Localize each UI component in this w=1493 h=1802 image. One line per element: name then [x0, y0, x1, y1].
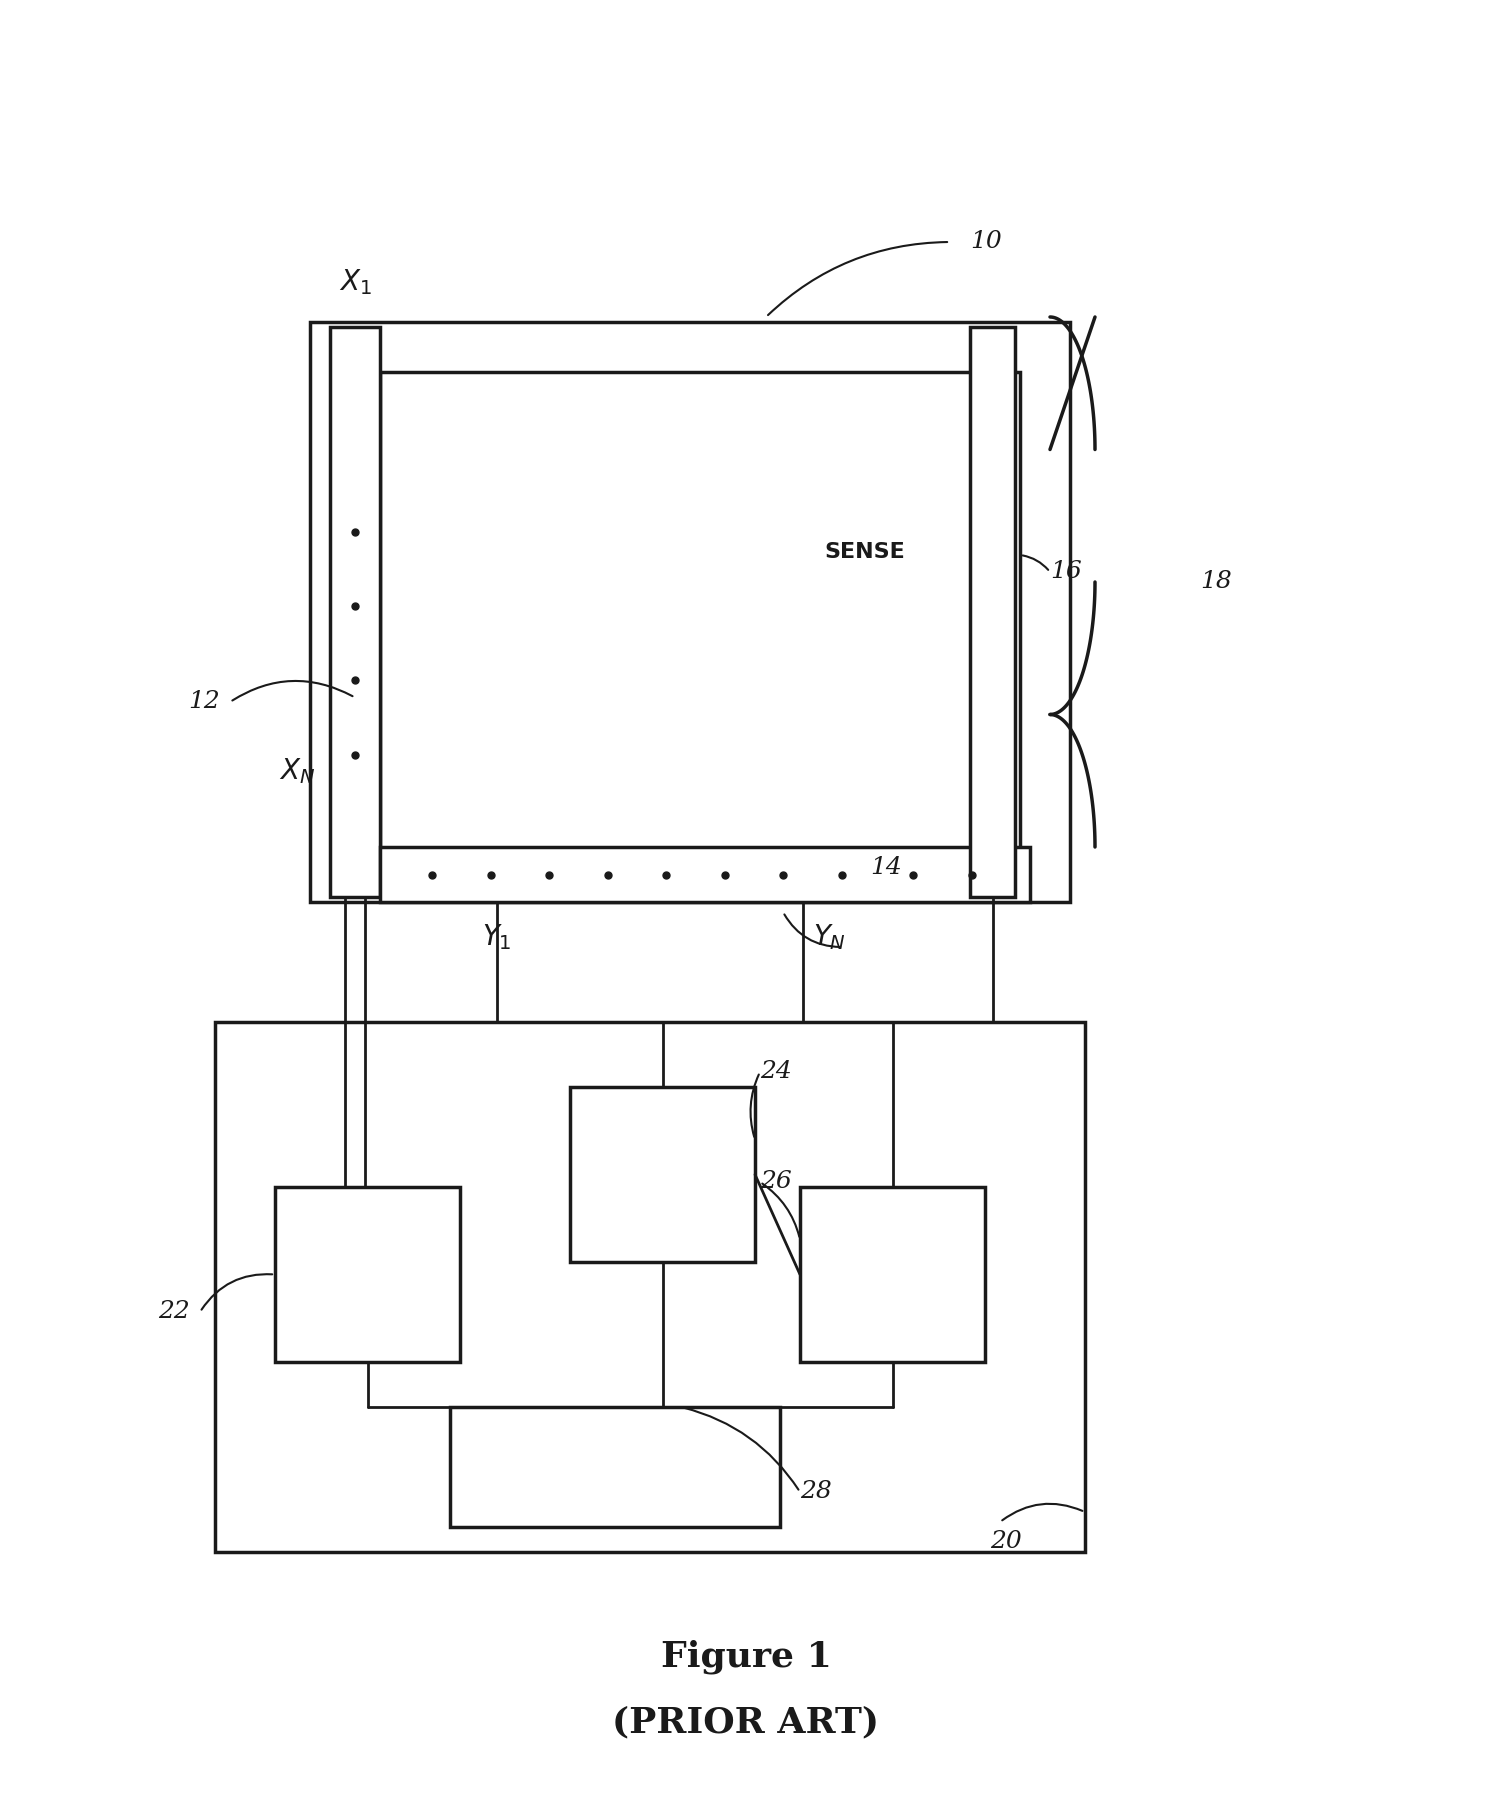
Text: 20: 20 — [990, 1530, 1021, 1553]
Bar — [311, 323, 1070, 903]
Text: 14: 14 — [870, 856, 902, 879]
Text: $Y_N$: $Y_N$ — [814, 923, 847, 951]
Bar — [970, 326, 1015, 897]
Bar — [570, 1087, 755, 1261]
Text: 12: 12 — [188, 690, 219, 714]
Text: (PRIOR ART): (PRIOR ART) — [612, 1705, 879, 1739]
Text: 10: 10 — [970, 231, 1002, 254]
Text: $X_N$: $X_N$ — [279, 757, 315, 786]
Text: 22: 22 — [158, 1301, 190, 1323]
Bar — [330, 326, 381, 897]
Text: 26: 26 — [760, 1171, 791, 1193]
Text: SENSE: SENSE — [824, 542, 905, 562]
Text: 24: 24 — [760, 1061, 791, 1083]
Bar — [381, 847, 1030, 903]
Text: $X_1$: $X_1$ — [339, 267, 372, 297]
Text: 16: 16 — [1050, 560, 1082, 584]
Text: 28: 28 — [800, 1481, 832, 1503]
Bar — [381, 371, 1020, 872]
Text: 18: 18 — [1200, 571, 1232, 593]
Bar — [800, 1188, 985, 1362]
Bar — [449, 1407, 779, 1526]
Bar — [215, 1022, 1085, 1552]
Text: Figure 1: Figure 1 — [660, 1640, 832, 1674]
Bar — [275, 1188, 460, 1362]
Text: $Y_1$: $Y_1$ — [482, 923, 512, 951]
